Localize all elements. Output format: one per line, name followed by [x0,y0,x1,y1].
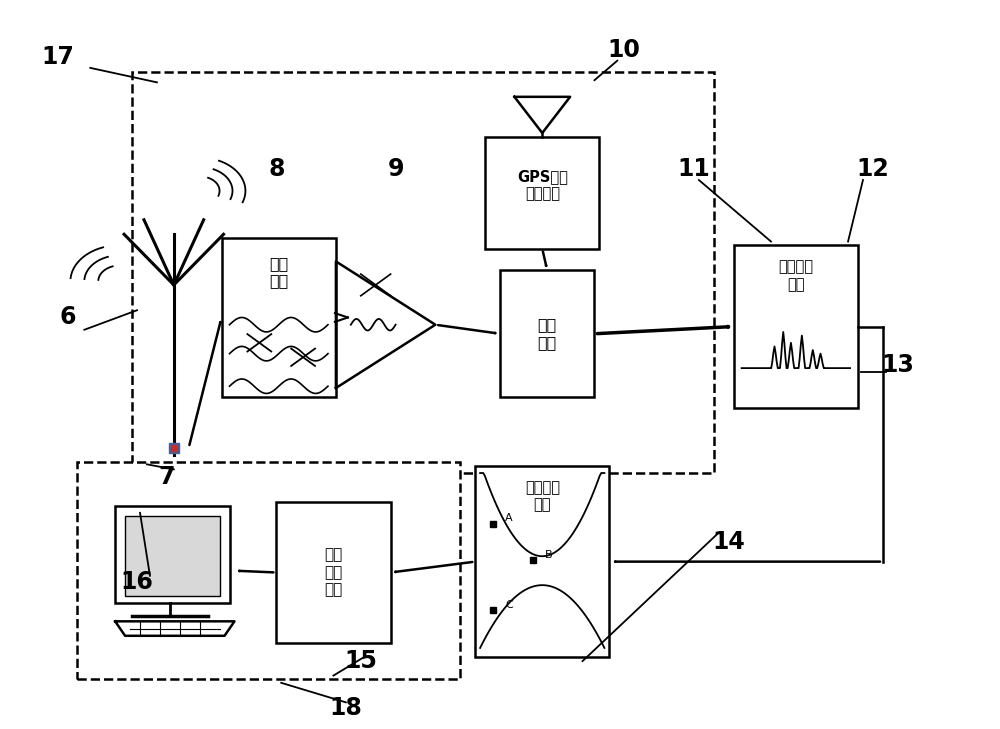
Text: A: A [505,513,513,523]
Bar [475,466,609,658]
Text: 11: 11 [678,157,710,182]
Bar [125,516,220,596]
Text: 信号分析
模块: 信号分析 模块 [778,260,813,292]
Text: 17: 17 [41,45,74,69]
Text: 无线
通信
单元: 无线 通信 单元 [324,547,343,597]
Text: GPS时间
同步单元: GPS时间 同步单元 [517,169,568,202]
Text: 15: 15 [344,649,377,673]
Text: 9: 9 [387,157,404,182]
Text: 8: 8 [268,157,285,182]
Text: C: C [505,600,513,610]
Text: 7: 7 [159,464,175,488]
Text: 滤波
单元: 滤波 单元 [269,256,288,289]
Text: B: B [545,550,552,560]
Text: 18: 18 [329,696,362,720]
Text: 16: 16 [121,569,153,593]
Bar [485,136,599,249]
Bar [132,71,714,473]
Bar [500,270,594,397]
Bar [77,462,460,679]
Text: 6: 6 [59,305,76,330]
Bar [115,506,230,603]
Text: 故障定位
模块: 故障定位 模块 [525,480,560,512]
Text: 14: 14 [712,530,745,554]
Bar [276,502,391,643]
Bar [734,245,858,408]
Text: 12: 12 [857,157,889,182]
Text: 10: 10 [608,38,641,62]
Bar [222,238,336,397]
Text: 13: 13 [881,353,914,376]
Text: 数据
采集: 数据 采集 [538,318,557,350]
